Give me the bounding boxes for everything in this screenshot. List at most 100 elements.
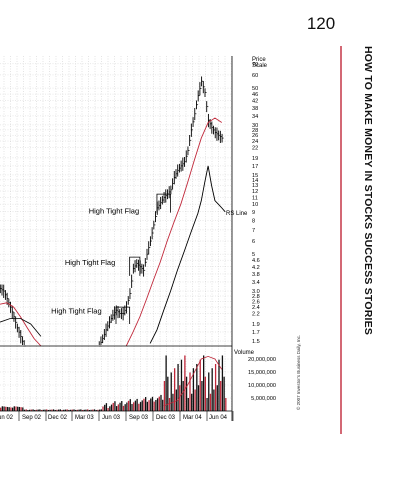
- price-tick-label: 34: [252, 114, 258, 120]
- volume-bar: [138, 403, 140, 411]
- volume-bar: [78, 409, 80, 411]
- volume-bar: [136, 398, 138, 411]
- price-tick-label: 38: [252, 106, 258, 112]
- price-tick-label: 2.2: [252, 311, 260, 317]
- volume-bar: [64, 409, 67, 411]
- volume-bar: [1, 406, 4, 411]
- x-tick-label: Dec 02: [48, 415, 68, 421]
- volume-bar: [153, 401, 155, 411]
- price-tick-label: 3.4: [252, 280, 260, 286]
- volume-bar: [167, 376, 169, 411]
- volume-bar: [141, 400, 143, 411]
- volume-bar: [206, 398, 208, 411]
- chart-grid: [0, 56, 232, 411]
- price-scale-title-2: Scale: [252, 63, 268, 69]
- volume-bar: [109, 406, 111, 411]
- price-tick-label: 22: [252, 145, 258, 151]
- price-tick-label: 10: [252, 202, 258, 208]
- volume-bar: [10, 407, 12, 411]
- volume-bar: [225, 398, 227, 411]
- volume-bar: [151, 396, 154, 411]
- volume-bar: [100, 409, 102, 411]
- volume-bar: [170, 372, 172, 411]
- long-moving-average-line: [0, 318, 42, 337]
- price-tick-label: 13: [252, 183, 258, 189]
- rs-line-label: RS Line: [226, 211, 248, 217]
- volume-bar: [146, 401, 149, 411]
- volume-bar: [30, 409, 33, 411]
- x-tick-label: Dec 03: [156, 415, 176, 421]
- volume-bar: [199, 359, 201, 411]
- volume-bar: [185, 376, 188, 411]
- volume-bar: [221, 355, 224, 411]
- volume-bar: [174, 368, 176, 411]
- volume-bar: [15, 406, 17, 411]
- volume-bar: [175, 389, 178, 411]
- price-tick-label: 30: [252, 123, 258, 129]
- volume-bar: [126, 402, 128, 411]
- volume-bar: [95, 409, 97, 411]
- high-tight-flag-label: High Tight Flag: [89, 206, 139, 215]
- price-tick-label: 60: [252, 73, 258, 79]
- volume-bar: [11, 407, 14, 411]
- volume-bar: [37, 409, 39, 411]
- volume-bar: [105, 403, 108, 411]
- price-tick-label: 3.8: [252, 272, 260, 278]
- volume-bar: [196, 363, 198, 411]
- volume-bar: [203, 355, 205, 411]
- price-tick-label: 4.2: [252, 265, 260, 271]
- price-tick-label: 70: [252, 62, 258, 68]
- moving-average-line: [0, 302, 42, 347]
- high-tight-flag-label: High Tight Flag: [51, 306, 101, 315]
- flag-bracket: [129, 256, 141, 276]
- volume-bar: [29, 409, 31, 411]
- price-tick-label: 4.6: [252, 258, 260, 264]
- volume-bar: [201, 380, 203, 411]
- volume-bar: [27, 409, 29, 411]
- price-tick-label: 1.7: [252, 330, 260, 336]
- volume-bar: [56, 409, 58, 411]
- volume-bar: [54, 409, 56, 411]
- volume-bar: [209, 393, 212, 411]
- price-tick-label: 1.5: [252, 339, 260, 345]
- volume-bar: [59, 409, 62, 411]
- volume-bar: [180, 359, 183, 411]
- volume-bar: [129, 399, 131, 411]
- price-tick-label: 1.9: [252, 322, 260, 328]
- volume-tick-label: 5,000,000: [251, 396, 276, 402]
- x-tick-label: Jun 03: [102, 415, 121, 421]
- volume-bar: [191, 393, 193, 411]
- volume-bar: [63, 409, 65, 411]
- volume-bar: [88, 409, 91, 411]
- volume-bar: [40, 409, 43, 411]
- moving-average-line: [125, 117, 223, 347]
- price-tick-label: 42: [252, 99, 258, 105]
- volume-tick-label: 10,000,000: [248, 383, 276, 389]
- volume-bar: [197, 385, 200, 411]
- flag-bracket: [115, 306, 131, 324]
- volume-bar: [122, 405, 125, 411]
- price-tick-label: 46: [252, 92, 258, 98]
- volume-bar: [156, 398, 159, 411]
- volume-bar: [25, 409, 27, 411]
- x-tick-label: Mar 04: [183, 415, 202, 421]
- volume-bar: [155, 399, 157, 411]
- volume-bar: [5, 406, 7, 411]
- volume-bar: [85, 409, 87, 411]
- volume-bar: [133, 402, 135, 411]
- volume-bar: [61, 409, 63, 411]
- volume-bar: [162, 399, 164, 411]
- volume-bar: [134, 400, 137, 411]
- chart-lines: [0, 117, 226, 407]
- volume-bar: [47, 409, 50, 411]
- volume-bar: [150, 398, 152, 411]
- volume-bar: [8, 407, 10, 411]
- price-tick-label: 19: [252, 156, 258, 162]
- volume-bar: [68, 409, 70, 411]
- price-tick-label: 8: [252, 218, 255, 224]
- volume-bar: [160, 394, 162, 411]
- volume-bar: [34, 409, 36, 411]
- volume-bar: [75, 409, 77, 411]
- volume-bar: [121, 401, 123, 411]
- volume-bar: [218, 359, 220, 411]
